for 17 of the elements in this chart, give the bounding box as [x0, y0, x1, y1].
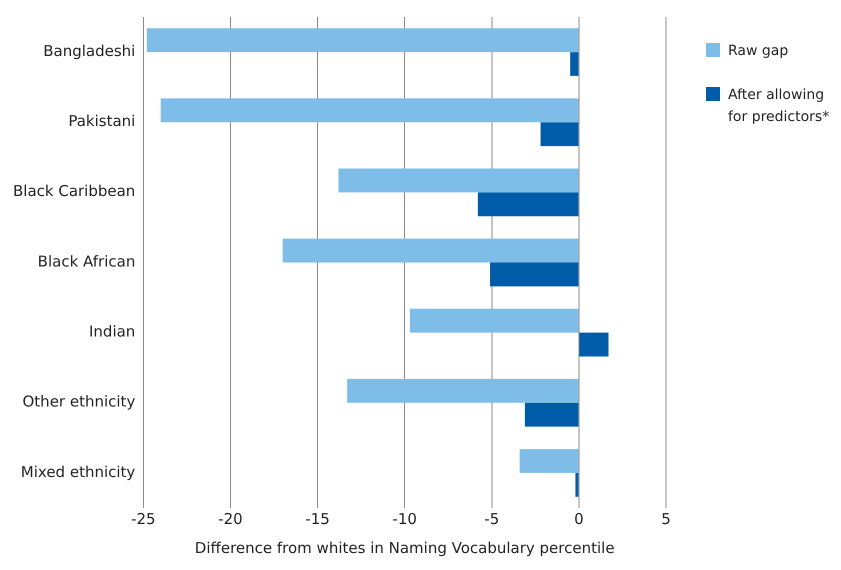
y-tick-label: Black Caribbean	[12, 182, 136, 200]
y-tick-label: Indian	[88, 322, 136, 341]
y-tick-label: Bangladeshi	[43, 42, 136, 60]
y-tick-label: Other ethnicity	[22, 392, 136, 411]
x-axis-title: Difference from whites in Naming Vocabulary percentile	[194, 538, 615, 557]
y-tick-label: Mixed ethnicity	[20, 462, 136, 481]
x-tick-label: 0	[574, 510, 584, 528]
x-tick-label: 5	[661, 510, 671, 528]
legend-label: After allowing for predictors*	[728, 86, 830, 127]
x-tick-label: -15	[305, 510, 330, 528]
x-tick-label: -5	[484, 510, 500, 528]
y-tick-label: Black African	[38, 252, 136, 270]
x-tick-label: -25	[131, 510, 156, 528]
y-tick-label: Pakistani	[68, 112, 136, 130]
legend-label: Raw gap	[728, 42, 790, 61]
x-tick-label: -10	[392, 510, 417, 528]
x-tick-label: -20	[218, 510, 243, 528]
